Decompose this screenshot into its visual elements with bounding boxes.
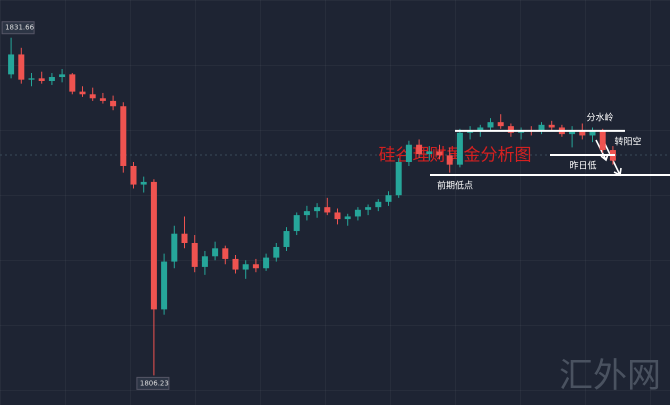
candle-body bbox=[140, 181, 147, 185]
candle-body bbox=[191, 243, 198, 267]
candle-body bbox=[589, 131, 596, 136]
candle-body bbox=[385, 195, 392, 202]
candle-body bbox=[38, 78, 45, 81]
candle-body bbox=[48, 77, 55, 81]
candle-body bbox=[212, 248, 219, 257]
candle-body bbox=[242, 264, 249, 270]
candle-body bbox=[446, 155, 453, 165]
candle-body bbox=[99, 98, 106, 101]
candle-body bbox=[354, 209, 361, 217]
annotation: 前期低点 bbox=[437, 180, 473, 192]
candle-body bbox=[405, 144, 412, 162]
candle-body bbox=[150, 181, 157, 310]
candle-body bbox=[201, 256, 208, 267]
candle-body bbox=[487, 122, 494, 128]
candle-body bbox=[497, 122, 504, 127]
annotation: 转阳空 bbox=[614, 136, 641, 148]
candle-body bbox=[344, 216, 351, 220]
candle-body bbox=[232, 258, 239, 270]
candle-body bbox=[171, 233, 178, 262]
candle-body bbox=[467, 131, 474, 133]
candle-body bbox=[456, 132, 463, 165]
candle-body bbox=[161, 261, 168, 310]
candle-body bbox=[69, 74, 76, 92]
price-tag-label: 1831.66 bbox=[5, 24, 34, 32]
candle-body bbox=[477, 127, 484, 132]
candle-body bbox=[28, 78, 35, 80]
candle-body bbox=[375, 201, 382, 208]
candle-body bbox=[89, 94, 96, 99]
candle-body bbox=[110, 100, 117, 107]
candle-body bbox=[181, 233, 188, 243]
candle-body bbox=[130, 165, 137, 185]
candle-body bbox=[314, 207, 321, 212]
candle-body bbox=[8, 54, 15, 75]
candle-body bbox=[579, 130, 586, 136]
candle-body bbox=[59, 74, 66, 78]
candle-body bbox=[507, 126, 514, 133]
candle-body bbox=[395, 162, 402, 196]
price-tag bbox=[1, 21, 35, 35]
candle-body bbox=[79, 91, 86, 95]
price-tag bbox=[136, 376, 170, 390]
annotation: 昨日低 bbox=[569, 159, 596, 171]
candle-body bbox=[324, 207, 331, 213]
annotation: 分水岭 bbox=[586, 111, 613, 123]
candle-body bbox=[283, 231, 290, 247]
candle-body bbox=[263, 257, 270, 269]
candle-body bbox=[222, 248, 229, 259]
candle-body bbox=[538, 124, 545, 132]
candle-body bbox=[293, 215, 300, 232]
candle-body bbox=[548, 124, 555, 128]
candle-body bbox=[303, 211, 310, 216]
candle-body bbox=[120, 106, 127, 166]
candle-body bbox=[436, 151, 443, 156]
candle-body bbox=[252, 264, 259, 269]
candle-body bbox=[334, 212, 341, 220]
candle-body bbox=[18, 54, 25, 80]
candle-body bbox=[599, 131, 606, 151]
candle-body bbox=[426, 151, 433, 155]
candle-body bbox=[273, 246, 280, 258]
watermark: 汇外网 bbox=[559, 356, 661, 396]
candle-body bbox=[365, 207, 372, 210]
candle-body bbox=[569, 130, 576, 135]
candle-body bbox=[416, 144, 423, 155]
price-tag-label: 1806.23 bbox=[140, 379, 169, 387]
